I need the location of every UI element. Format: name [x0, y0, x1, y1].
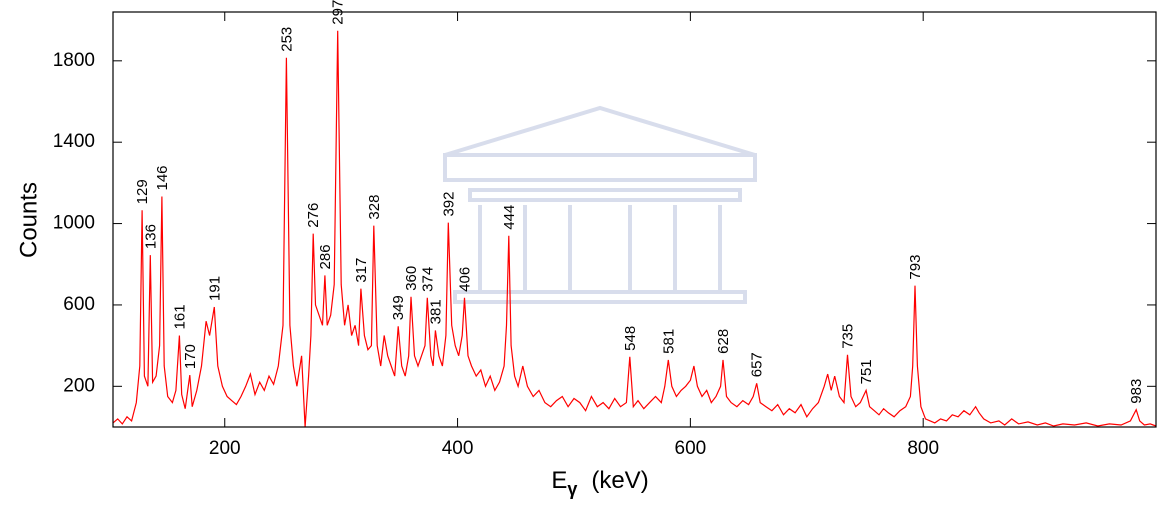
peak-label: 548	[622, 326, 639, 351]
peak-label: 146	[154, 165, 171, 190]
peak-label: 191	[206, 276, 223, 301]
y-tick-label: 1400	[53, 131, 95, 152]
peak-label: 751	[858, 359, 875, 384]
x-tick-label: 400	[442, 438, 474, 459]
peak-label: 581	[660, 329, 677, 354]
peak-label: 349	[390, 295, 407, 320]
x-label-subscript: γ	[567, 479, 577, 499]
peak-label: 286	[317, 244, 334, 269]
peak-label: 406	[457, 267, 474, 292]
peak-label: 297	[330, 0, 347, 25]
y-tick-label: 1000	[53, 213, 95, 234]
peak-label: 170	[182, 344, 199, 369]
peak-label: 253	[278, 27, 295, 52]
x-tick-label: 600	[675, 438, 707, 459]
peak-label: 657	[749, 352, 766, 377]
y-tick-label: 600	[63, 294, 95, 315]
x-tick-label: 800	[907, 438, 939, 459]
spectrum-line	[112, 30, 1157, 428]
peak-label: 161	[171, 304, 188, 329]
peak-label: 136	[142, 224, 159, 249]
watermark	[443, 105, 757, 304]
peak-label: 735	[840, 324, 857, 349]
peak-label: 276	[305, 203, 322, 228]
plot-area	[112, 30, 1157, 428]
peak-label: 793	[907, 255, 924, 280]
peak-label: 328	[366, 195, 383, 220]
y-tick-label: 200	[63, 375, 95, 396]
peak-label: 374	[419, 267, 436, 292]
peak-label: 381	[427, 299, 444, 324]
x-axis-label: Eγ (keV)	[551, 467, 648, 499]
plot-frame	[112, 11, 1157, 428]
peak-label: 983	[1128, 379, 1145, 404]
peak-label: 392	[440, 192, 457, 217]
peak-label: 129	[134, 179, 151, 204]
y-axis-label: Counts	[15, 182, 42, 258]
x-label-symbol: E	[551, 467, 567, 494]
peak-label: 444	[501, 205, 518, 230]
y-tick-label: 1800	[53, 50, 95, 71]
x-label-unit: (keV)	[591, 467, 648, 494]
peak-label: 317	[353, 258, 370, 283]
peak-label: 360	[403, 266, 420, 291]
peak-label: 628	[715, 329, 732, 354]
x-tick-label: 200	[209, 438, 241, 459]
